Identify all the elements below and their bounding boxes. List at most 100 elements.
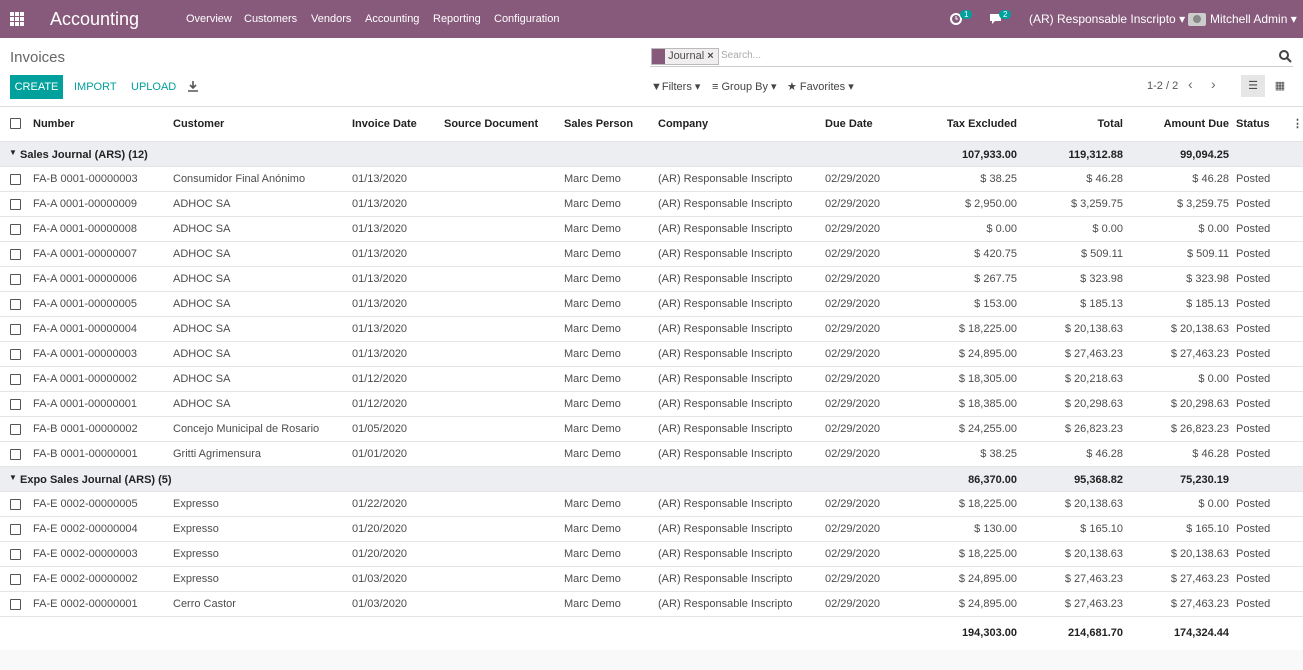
select-all-checkbox[interactable]: [10, 118, 21, 129]
user-menu[interactable]: Mitchell Admin ▾: [1210, 12, 1297, 26]
search-icon[interactable]: [1279, 50, 1292, 63]
column-options[interactable]: ⋮: [1292, 118, 1303, 130]
group-by-menu[interactable]: ≡ Group By ▾: [712, 81, 777, 93]
search-facet[interactable]: Journal ×: [651, 48, 719, 65]
invoice-row[interactable]: FA-A 0001-00000005 ADHOC SA 01/13/2020 Marc…: [0, 291, 1303, 317]
menu-item[interactable]: Accounting: [365, 13, 420, 25]
cell: 02/29/2020: [825, 398, 881, 410]
cell: FA-A 0001-00000001: [33, 398, 137, 410]
invoice-row[interactable]: FA-A 0001-00000007 ADHOC SA 01/13/2020 Marc…: [0, 241, 1303, 267]
favorites-menu[interactable]: ★ Favorites ▾: [787, 81, 854, 93]
cell: Expresso: [173, 573, 219, 585]
cell: $ 130.00: [974, 523, 1017, 535]
company-switcher[interactable]: (AR) Responsable Inscripto ▾: [1029, 12, 1186, 26]
activity-icon[interactable]: [950, 12, 964, 26]
row-checkbox[interactable]: [10, 199, 21, 210]
row-checkbox[interactable]: [10, 274, 21, 285]
invoice-row[interactable]: FA-E 0002-00000004 Expresso 01/20/2020 Marc…: [0, 516, 1303, 542]
row-checkbox[interactable]: [10, 249, 21, 260]
invoice-row[interactable]: FA-E 0002-00000005 Expresso 01/22/2020 Marc…: [0, 491, 1303, 517]
row-checkbox[interactable]: [10, 499, 21, 510]
invoice-row[interactable]: FA-A 0001-00000001 ADHOC SA 01/12/2020 Marc…: [0, 391, 1303, 417]
row-checkbox[interactable]: [10, 524, 21, 535]
menu-item[interactable]: Configuration: [494, 13, 560, 25]
cell: Marc Demo: [564, 448, 621, 460]
row-checkbox[interactable]: [10, 324, 21, 335]
row-checkbox[interactable]: [10, 424, 21, 435]
filters-menu[interactable]: ▼Filters ▾: [651, 81, 701, 93]
cell: (AR) Responsable Inscripto: [658, 423, 793, 435]
menu-item[interactable]: Reporting: [433, 13, 481, 25]
apps-icon[interactable]: [10, 12, 24, 26]
invoice-row[interactable]: FA-E 0002-00000001 Cerro Castor 01/03/2020…: [0, 591, 1303, 617]
cell: Posted: [1236, 298, 1271, 310]
pager-next[interactable]: ›: [1211, 76, 1216, 92]
table-header: Number Customer Invoice Date Source Documen…: [0, 107, 1303, 141]
invoice-row[interactable]: FA-E 0002-00000002 Expresso 01/03/2020 Marc…: [0, 566, 1303, 592]
list-view-button[interactable]: ☰: [1241, 75, 1265, 97]
cell: (AR) Responsable Inscripto: [658, 273, 793, 285]
cell: (AR) Responsable Inscripto: [658, 498, 793, 510]
cell: 01/20/2020: [352, 523, 408, 535]
invoice-row[interactable]: FA-A 0001-00000002 ADHOC SA 01/12/2020 Marc…: [0, 366, 1303, 392]
invoice-row[interactable]: FA-B 0001-00000003 Consumidor Final Anóni…: [0, 166, 1303, 192]
cell: ADHOC SA: [173, 298, 231, 310]
cell: ADHOC SA: [173, 323, 231, 335]
invoice-row[interactable]: FA-B 0001-00000001 Gritti Agrimensura 01/0…: [0, 441, 1303, 467]
menu-item[interactable]: Vendors: [311, 13, 352, 25]
cell: 01/03/2020: [352, 598, 408, 610]
cell: FA-B 0001-00000003: [33, 173, 138, 185]
invoice-row[interactable]: FA-A 0001-00000008 ADHOC SA 01/13/2020 Marc…: [0, 216, 1303, 242]
row-checkbox[interactable]: [10, 224, 21, 235]
navbar: Accounting 1 2 (AR) Responsable Inscript…: [0, 0, 1303, 38]
cell: Marc Demo: [564, 273, 621, 285]
kanban-view-button[interactable]: ▦: [1274, 80, 1286, 92]
row-checkbox[interactable]: [10, 174, 21, 185]
menu-item[interactable]: Customers: [244, 13, 298, 25]
invoice-row[interactable]: FA-A 0001-00000009 ADHOC SA 01/13/2020 Marc…: [0, 191, 1303, 217]
cell: (AR) Responsable Inscripto: [658, 323, 793, 335]
download-icon[interactable]: [188, 81, 199, 92]
upload-button[interactable]: UPLOAD: [131, 81, 177, 93]
row-checkbox[interactable]: [10, 549, 21, 560]
cell: $ 20,298.63: [1064, 398, 1123, 410]
total-total: 214,681.70: [1067, 627, 1123, 639]
search-input[interactable]: Search...: [721, 50, 762, 61]
cell: (AR) Responsable Inscripto: [658, 348, 793, 360]
pager-prev[interactable]: ‹: [1188, 76, 1193, 92]
cell: 01/01/2020: [352, 448, 408, 460]
cell: FA-E 0002-00000002: [33, 573, 138, 585]
group-row[interactable]: ▼ Sales Journal (ARS) (12) 107,933.00 119,3…: [0, 141, 1303, 167]
cell: 01/13/2020: [352, 223, 408, 235]
menu-item[interactable]: Overview: [186, 13, 232, 25]
create-button[interactable]: CREATE: [10, 75, 63, 99]
row-checkbox[interactable]: [10, 399, 21, 410]
cell: FA-A 0001-00000009: [33, 198, 137, 210]
invoice-row[interactable]: FA-A 0001-00000004 ADHOC SA 01/13/2020 Marc…: [0, 316, 1303, 342]
row-checkbox[interactable]: [10, 599, 21, 610]
invoice-row[interactable]: FA-E 0002-00000003 Expresso 01/20/2020 Marc…: [0, 541, 1303, 567]
total-tax-excluded: 194,303.00: [961, 627, 1017, 639]
invoice-row[interactable]: FA-A 0001-00000006 ADHOC SA 01/13/2020 Marc…: [0, 266, 1303, 292]
app-name[interactable]: Accounting: [50, 9, 140, 29]
cell: 01/05/2020: [352, 423, 408, 435]
cell: $ 323.98: [1186, 273, 1229, 285]
invoice-row[interactable]: FA-B 0001-00000002 Concejo Municipal de R…: [0, 416, 1303, 442]
row-checkbox[interactable]: [10, 299, 21, 310]
messages-icon[interactable]: [989, 12, 1003, 25]
cell: 02/29/2020: [825, 423, 881, 435]
column-header: Sales Person: [564, 118, 634, 130]
cell: $ 0.00: [1198, 373, 1229, 385]
cell: (AR) Responsable Inscripto: [658, 173, 793, 185]
row-checkbox[interactable]: [10, 449, 21, 460]
group-row[interactable]: ▼ Expo Sales Journal (ARS) (5) 86,370.00 95…: [0, 466, 1303, 492]
invoice-row[interactable]: FA-A 0001-00000003 ADHOC SA 01/13/2020 Marc…: [0, 341, 1303, 367]
row-checkbox[interactable]: [10, 374, 21, 385]
row-checkbox[interactable]: [10, 349, 21, 360]
row-checkbox[interactable]: [10, 574, 21, 585]
import-button[interactable]: IMPORT: [74, 81, 117, 93]
cell: (AR) Responsable Inscripto: [658, 248, 793, 260]
cell: 02/29/2020: [825, 498, 881, 510]
cell: (AR) Responsable Inscripto: [658, 298, 793, 310]
cell: FA-E 0002-00000005: [33, 498, 138, 510]
